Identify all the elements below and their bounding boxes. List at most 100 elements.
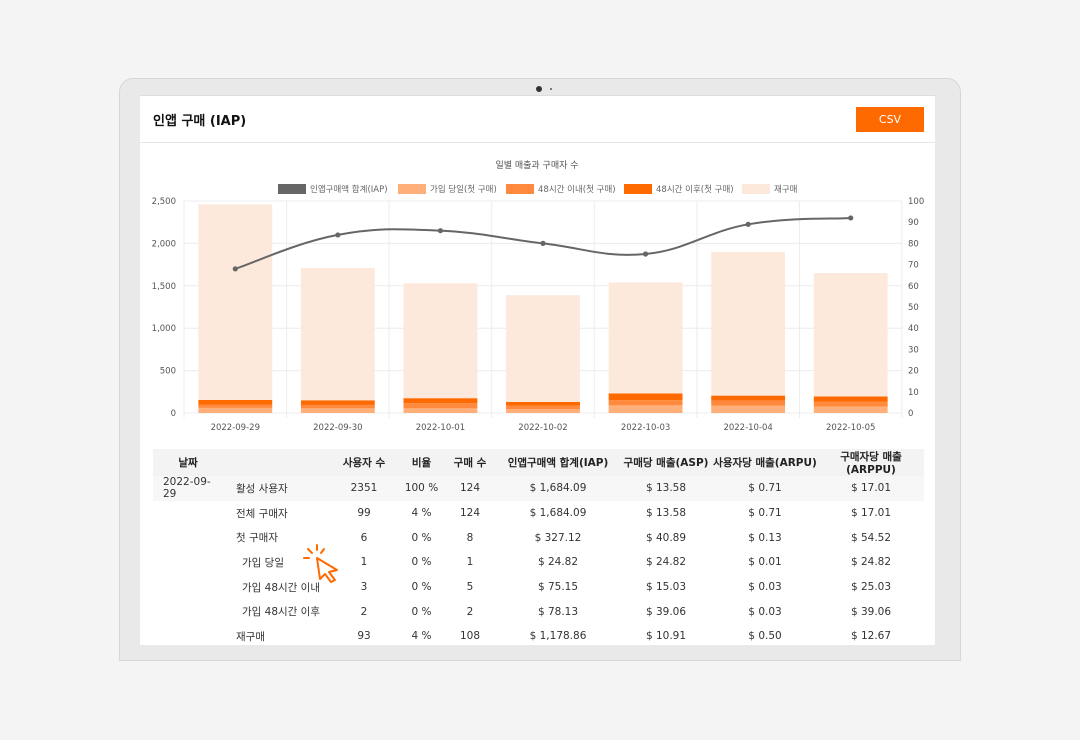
row-ratio: 0 % bbox=[411, 605, 432, 618]
row-ratio: 0 % bbox=[411, 581, 432, 594]
row-purchases: 1 bbox=[466, 556, 474, 569]
y2-tick-label: 10 bbox=[908, 388, 919, 398]
row-arppu: $ 24.82 bbox=[850, 556, 892, 569]
bar-segment bbox=[198, 404, 273, 408]
row-arppu: $ 39.06 bbox=[850, 605, 892, 618]
row-users: 93 bbox=[357, 630, 371, 643]
y-tick-label: 500 bbox=[160, 367, 176, 377]
row-iap: $ 1,684.09 bbox=[496, 476, 620, 501]
header-arpu: 사용자당 매출(ARPU) bbox=[712, 449, 818, 476]
bar-segment bbox=[711, 405, 786, 413]
row-arpu: $ 0.01 bbox=[748, 556, 782, 569]
y2-tick-label: 80 bbox=[908, 239, 919, 249]
row-segment: 가입 48시간 이내 bbox=[242, 581, 320, 594]
pointer-click-icon bbox=[303, 544, 338, 583]
y2-tick-label: 70 bbox=[908, 261, 919, 271]
header-asp: 구매당 매출(ASP) bbox=[620, 449, 712, 476]
row-purchases: 2 bbox=[466, 605, 474, 618]
y2-tick-label: 0 bbox=[908, 409, 913, 419]
y-tick-label: 1,000 bbox=[152, 324, 176, 334]
page-title: 인앱 구매 (IAP) bbox=[153, 114, 247, 129]
table-row: 전체 구매자 99 4 % 124 $ 1,684.09 $ 13.58 $ 0.71 $ 1… bbox=[153, 501, 924, 526]
y2-tick-label: 90 bbox=[908, 218, 919, 228]
legend-swatch bbox=[624, 184, 652, 194]
bar-segment bbox=[506, 405, 580, 410]
row-users: 99 bbox=[357, 507, 371, 520]
bar-segment bbox=[813, 406, 888, 413]
row-segment: 전체 구매자 bbox=[236, 507, 288, 520]
header-ratio: 비율 bbox=[399, 449, 444, 476]
row-users: 3 bbox=[360, 581, 368, 594]
y2-tick-label: 50 bbox=[908, 303, 919, 313]
line-point bbox=[335, 232, 341, 238]
row-date bbox=[153, 501, 223, 526]
row-asp: $ 15.03 bbox=[645, 581, 687, 594]
row-purchases: 5 bbox=[466, 581, 474, 594]
x-tick-label: 2022-10-03 bbox=[621, 423, 670, 433]
row-ratio: 4 % bbox=[411, 507, 432, 520]
row-purchases: 108 bbox=[459, 630, 481, 643]
y-tick-label: 2,500 bbox=[152, 197, 176, 207]
bar-segment bbox=[403, 403, 478, 409]
table-row: 가입 48시간 이내 3 0 % 5 $ 75.15 $ 15.03 $ 0.03 $ 25.… bbox=[153, 575, 924, 600]
header-segment bbox=[223, 449, 329, 476]
x-tick-label: 2022-09-29 bbox=[211, 423, 260, 433]
row-segment: 활성 사용자 bbox=[223, 476, 329, 501]
row-ratio: 4 % bbox=[411, 630, 432, 643]
row-arpu: $ 0.71 bbox=[748, 507, 782, 520]
row-segment: 첫 구매자 bbox=[236, 532, 278, 545]
bar-segment bbox=[711, 400, 786, 406]
iap-table: 날짜 사용자 수 비율 구매 수 인앱구매액 합계(IAP) 구매당 매출(AS… bbox=[153, 449, 924, 645]
row-purchases: 8 bbox=[466, 531, 474, 544]
row-iap: $ 327.12 bbox=[534, 531, 582, 544]
table-row: 2022-09-29 활성 사용자 2351 100 % 124 $ 1,684.09 $ … bbox=[153, 476, 924, 501]
csv-export-button[interactable]: CSV bbox=[856, 107, 924, 132]
legend-swatch bbox=[278, 184, 306, 194]
line-point bbox=[437, 228, 444, 234]
header-iap: 인앱구매액 합계(IAP) bbox=[496, 449, 620, 476]
iap-table-container: 날짜 사용자 수 비율 구매 수 인앱구매액 합계(IAP) 구매당 매출(AS… bbox=[153, 449, 924, 645]
row-date bbox=[153, 550, 223, 575]
row-arpu: $ 0.13 bbox=[748, 531, 782, 544]
legend-label: 48시간 이내(첫 구매) bbox=[538, 184, 616, 195]
bar-segment bbox=[608, 405, 683, 413]
row-ratio: 0 % bbox=[411, 556, 432, 569]
legend-swatch bbox=[398, 184, 426, 194]
row-date bbox=[153, 599, 223, 624]
table-header-row: 날짜 사용자 수 비율 구매 수 인앱구매액 합계(IAP) 구매당 매출(AS… bbox=[153, 449, 924, 476]
x-tick-label: 2022-10-05 bbox=[826, 423, 875, 433]
row-date bbox=[153, 525, 223, 550]
table-row: 재구매 93 4 % 108 $ 1,178.86 $ 10.91 $ 0.50 $ 12.6… bbox=[153, 624, 924, 645]
bar-segment bbox=[608, 393, 683, 401]
row-users: 6 bbox=[360, 531, 368, 544]
legend-item: 가입 당일(첫 구매) bbox=[398, 184, 497, 195]
y2-tick-label: 40 bbox=[908, 324, 919, 334]
row-ratio: 0 % bbox=[411, 531, 432, 544]
app-screen: 인앱 구매 (IAP) CSV 일별 매출과 구매자 수 인앱구매액 합계(IAP… bbox=[140, 95, 935, 645]
row-asp: $ 13.58 bbox=[620, 476, 712, 501]
header-purchases: 구매 수 bbox=[444, 449, 496, 476]
y2-tick-label: 20 bbox=[908, 367, 919, 377]
row-users: 1 bbox=[360, 556, 368, 569]
bar-segment bbox=[813, 273, 888, 397]
row-iap: $ 75.15 bbox=[537, 581, 579, 594]
x-tick-label: 2022-09-30 bbox=[313, 423, 362, 433]
bar-segment bbox=[198, 407, 273, 413]
y2-tick-label: 30 bbox=[908, 345, 919, 355]
row-arpu: $ 0.71 bbox=[712, 476, 818, 501]
row-segment: 재구매 bbox=[236, 630, 265, 643]
legend-label: 재구매 bbox=[774, 185, 797, 195]
header-users: 사용자 수 bbox=[329, 449, 399, 476]
legend-item: 48시간 이내(첫 구매) bbox=[506, 184, 616, 195]
table-row: 가입 48시간 이후 2 0 % 2 $ 78.13 $ 39.06 $ 0.03 $ 39.… bbox=[153, 599, 924, 624]
legend-swatch bbox=[742, 184, 770, 194]
line-point bbox=[848, 215, 854, 221]
bar-segment bbox=[711, 251, 786, 396]
row-iap: $ 24.82 bbox=[537, 556, 579, 569]
bar-segment bbox=[813, 396, 888, 402]
header-arppu: 구매자당 매출(ARPPU) bbox=[818, 449, 924, 476]
row-arppu: $ 54.52 bbox=[850, 531, 892, 544]
bar-segment bbox=[608, 282, 683, 394]
legend-item: 48시간 이후(첫 구매) bbox=[624, 184, 734, 195]
